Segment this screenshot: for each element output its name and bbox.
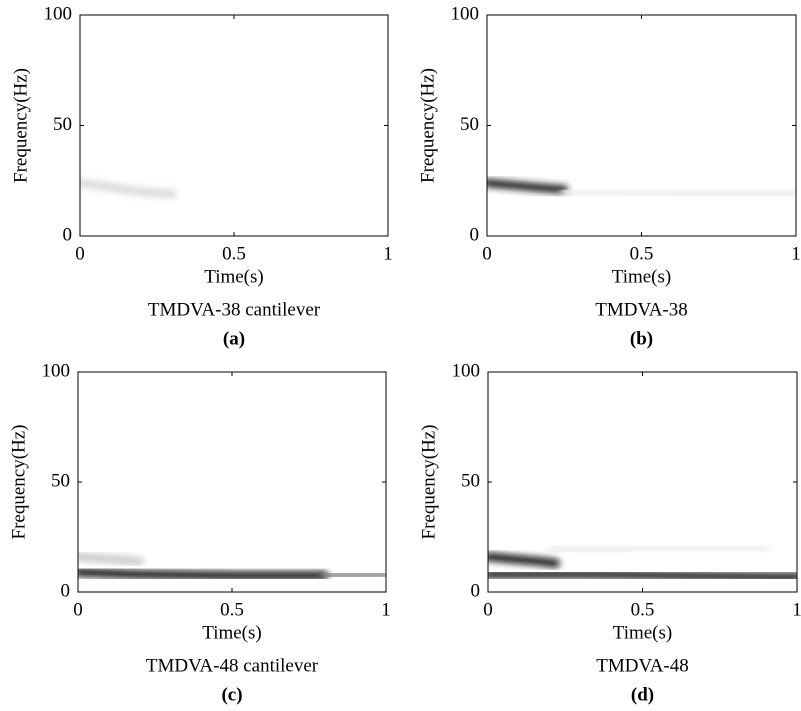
x-tick-label: 1 xyxy=(792,599,801,620)
ridge xyxy=(487,178,569,194)
x-tick-label: 1 xyxy=(791,243,801,264)
x-tick-label: 1 xyxy=(381,599,391,620)
ridge xyxy=(80,178,177,199)
panel: 0 50 100 0 0.5 1 Time(s) Frequency(Hz) TMDVA-38 … xyxy=(10,3,392,349)
x-tick-label: 0 xyxy=(483,599,493,620)
plot-area xyxy=(80,15,388,236)
x-tick-label: 0 xyxy=(75,243,85,264)
y-axis-label: Frequency(Hz) xyxy=(8,424,29,539)
ridges xyxy=(80,178,388,223)
x-axis-label: Time(s) xyxy=(612,266,671,287)
x-axis-label: Time(s) xyxy=(202,622,261,643)
plot-area xyxy=(488,372,797,592)
y-axis-label: Frequency(Hz) xyxy=(417,68,438,183)
caption: TMDVA-38 xyxy=(595,299,688,320)
x-tick-label: 0.5 xyxy=(220,599,244,620)
x-tick-label: 1 xyxy=(383,243,393,264)
y-tick-label: 0 xyxy=(470,224,480,245)
x-tick-label: 0 xyxy=(482,243,492,264)
plot-area xyxy=(487,15,796,236)
y-tick-label: 100 xyxy=(452,360,481,381)
caption: TMDVA-38 cantilever xyxy=(148,299,321,320)
panel-label: (a) xyxy=(223,328,245,349)
panel-label: (d) xyxy=(631,684,654,705)
y-axis-label: Frequency(Hz) xyxy=(10,68,31,183)
ridge xyxy=(488,570,797,581)
x-tick-label: 0.5 xyxy=(631,599,655,620)
ridge xyxy=(545,544,771,555)
ridges xyxy=(78,552,386,580)
y-tick-label: 50 xyxy=(460,114,479,135)
ridge xyxy=(78,552,144,566)
y-tick-label: 50 xyxy=(53,114,72,135)
x-tick-label: 0.5 xyxy=(222,243,246,264)
ridge xyxy=(560,187,796,199)
ridges xyxy=(487,178,796,223)
y-tick-label: 0 xyxy=(63,224,73,245)
y-tick-label: 100 xyxy=(42,360,71,381)
y-tick-label: 100 xyxy=(451,3,480,24)
y-tick-label: 0 xyxy=(471,580,481,601)
ridge xyxy=(320,570,386,580)
x-axis-label: Time(s) xyxy=(613,622,672,643)
y-tick-label: 0 xyxy=(61,580,71,601)
y-tick-label: 100 xyxy=(44,3,73,24)
ridge xyxy=(78,568,329,580)
y-tick-label: 50 xyxy=(51,470,70,491)
caption: TMDVA-48 xyxy=(596,655,689,676)
y-axis-label: Frequency(Hz) xyxy=(418,424,439,539)
plot-area xyxy=(78,372,386,592)
x-axis-label: Time(s) xyxy=(204,266,263,287)
panel-label: (c) xyxy=(221,684,242,705)
caption: TMDVA-48 cantilever xyxy=(146,655,319,676)
ridge xyxy=(488,552,560,568)
y-tick-label: 50 xyxy=(461,470,480,491)
panel: 0 50 100 0 0.5 1 Time(s) Frequency(Hz) TMDVA-48 … xyxy=(8,360,390,705)
x-tick-label: 0 xyxy=(73,599,83,620)
panel-label: (b) xyxy=(630,328,653,349)
panel: 0 50 100 0 0.5 1 Time(s) Frequency(Hz) TMDVA-48 (… xyxy=(418,360,801,705)
x-tick-label: 0.5 xyxy=(630,243,654,264)
ridges xyxy=(488,544,797,581)
panel: 0 50 100 0 0.5 1 Time(s) Frequency(Hz) TMDVA-38 (… xyxy=(417,3,800,349)
